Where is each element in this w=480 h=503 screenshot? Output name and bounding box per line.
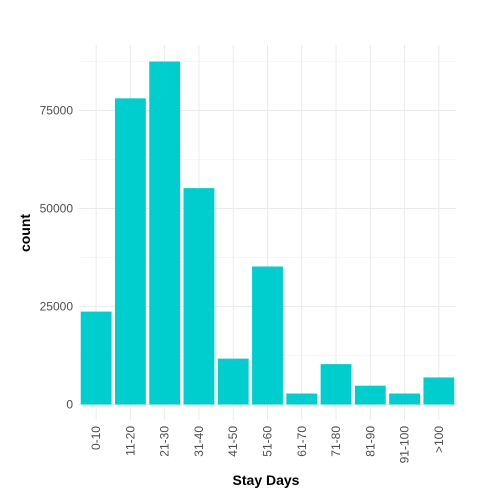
x-tick-label: 31-40	[192, 426, 206, 457]
x-axis-ticks: 0-10 11-20 21-30 31-40 41-50 51-60 61-70 71-80 8…	[89, 426, 446, 464]
bar-81-90	[354, 385, 386, 405]
x-tick-label: 71-80	[329, 426, 343, 457]
bar-91-100	[389, 393, 421, 405]
bar-71-80	[320, 364, 352, 405]
x-axis-title: Stay Days	[233, 472, 300, 488]
x-tick-label: 51-60	[261, 426, 275, 457]
bars	[80, 61, 455, 405]
x-tick-label: 61-70	[295, 426, 309, 457]
x-tick-label: 81-90	[363, 426, 377, 457]
y-tick-label: 0	[66, 398, 73, 412]
y-tick-label: 75000	[40, 104, 74, 118]
x-tick-label: 0-10	[89, 426, 103, 450]
bar-31-40	[183, 188, 215, 405]
x-tick-label: >100	[432, 426, 446, 453]
bar-41-50	[217, 358, 249, 405]
x-tick-label: 41-50	[226, 426, 240, 457]
bar-51-60	[252, 266, 283, 405]
x-tick-label: 21-30	[158, 426, 172, 457]
bar-61-70	[286, 393, 318, 405]
x-tick-label: 91-100	[398, 426, 412, 464]
bar-0-10	[80, 311, 112, 405]
y-axis-ticks: 0 25000 50000 75000	[40, 104, 74, 412]
bar-11-20	[114, 98, 146, 405]
y-tick-label: 25000	[40, 300, 74, 314]
x-tick-label: 11-20	[123, 426, 137, 456]
bar-21-30	[149, 61, 181, 405]
y-axis-title: count	[17, 214, 33, 252]
bar->100	[423, 377, 455, 405]
y-tick-label: 50000	[40, 202, 74, 216]
